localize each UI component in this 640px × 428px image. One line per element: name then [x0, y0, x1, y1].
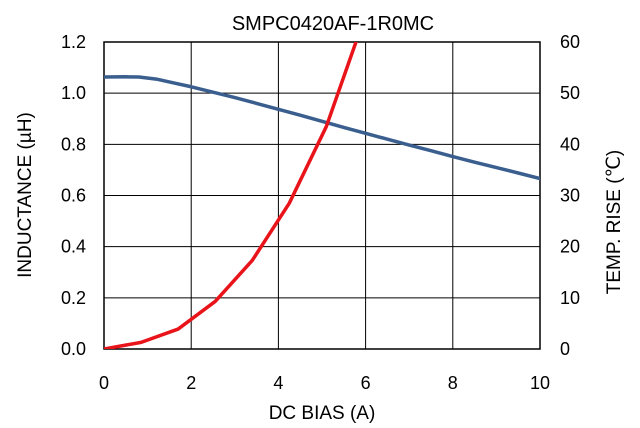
y-left-tick-label: 1.0 [61, 83, 86, 103]
y-right-tick-label: 50 [560, 83, 580, 103]
y-left-tick-label: 0.6 [61, 186, 86, 206]
y-left-tick-label: 0.8 [61, 134, 86, 154]
x-axis-label: DC BIAS (A) [269, 403, 376, 424]
x-tick-label: 8 [448, 373, 458, 393]
y-right-tick-label: 0 [560, 339, 570, 359]
x-tick-label: 6 [361, 373, 371, 393]
y-axis-left-label: INDUCTANCE (µH) [15, 112, 36, 278]
y-left-tick-label: 0.2 [61, 288, 86, 308]
series-layer [104, 42, 540, 349]
tick-labels: 0 2 4 6 8 10 0.0 0.2 0.4 0.6 0.8 1.0 1.2 0 10 20 30 40 50 6… [61, 32, 580, 393]
chart-title: SMPC0420AF-1R0MC [232, 13, 434, 35]
x-tick-label: 4 [273, 373, 283, 393]
grid-lines [104, 42, 540, 349]
y-right-tick-label: 20 [560, 237, 580, 257]
y-right-tick-label: 10 [560, 288, 580, 308]
temp-rise-line [104, 42, 358, 349]
y-left-tick-label: 0.0 [61, 339, 86, 359]
y-left-tick-label: 0.4 [61, 237, 86, 257]
y-axis-right-label: TEMP. RISE (℃) [604, 150, 625, 295]
inductance-line [104, 75, 540, 181]
x-tick-label: 10 [530, 373, 550, 393]
x-tick-label: 2 [186, 373, 196, 393]
y-right-tick-label: 30 [560, 186, 580, 206]
y-right-tick-label: 60 [560, 32, 580, 52]
plot-area [103, 41, 541, 350]
y-left-tick-label: 1.2 [61, 32, 86, 52]
y-right-tick-label: 40 [560, 134, 580, 154]
x-tick-label: 0 [99, 373, 109, 393]
